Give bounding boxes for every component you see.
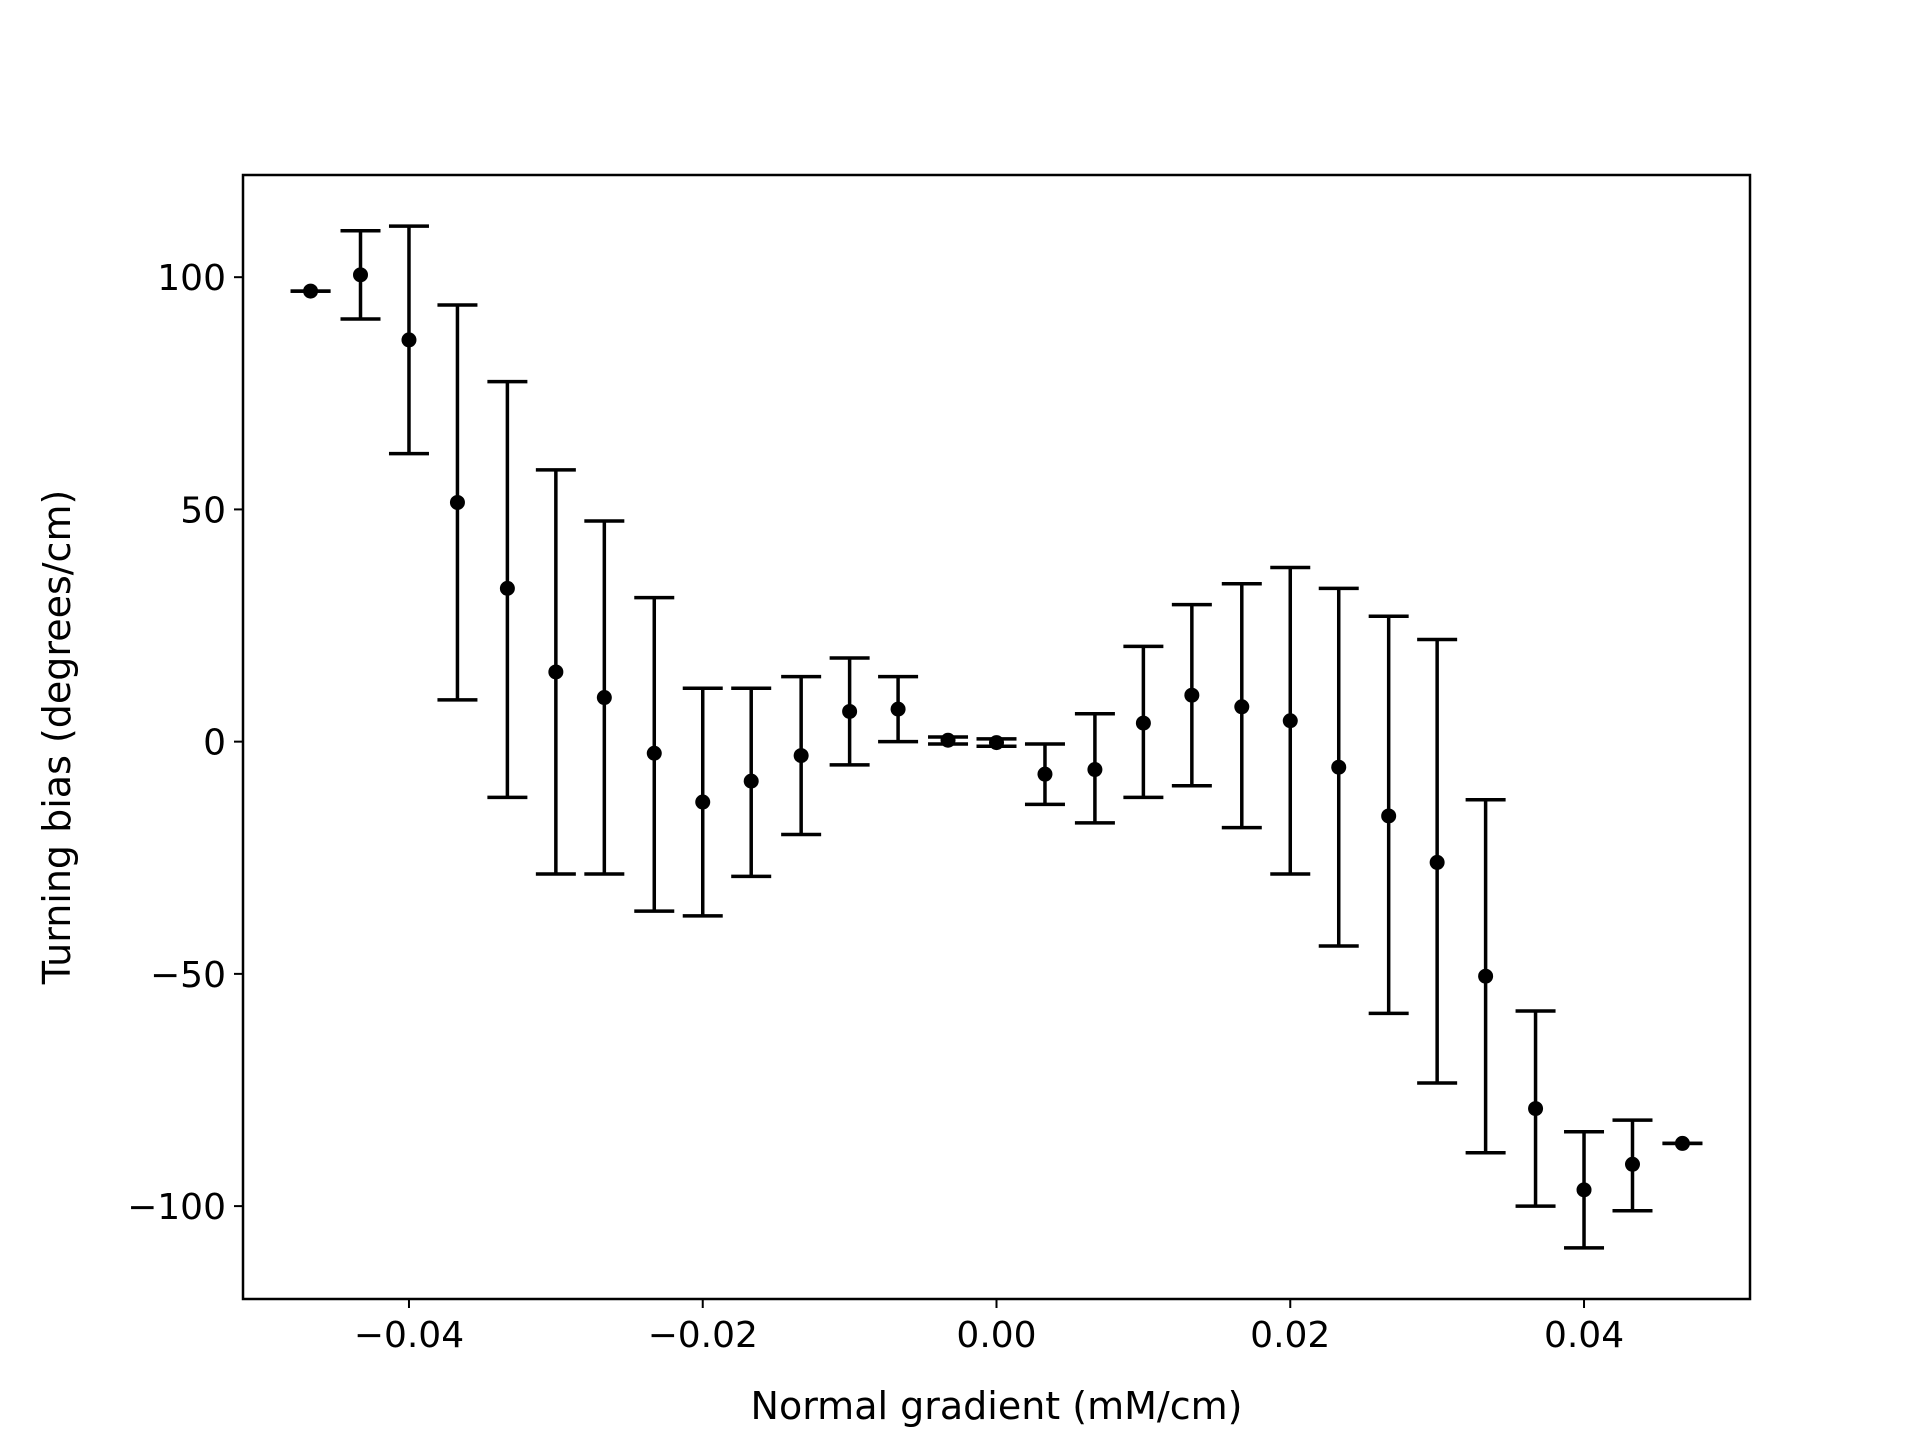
y-axis-label: Turning bias (degrees/cm)	[35, 490, 79, 986]
data-point	[695, 794, 711, 810]
x-axis-label: Normal gradient (mM/cm)	[751, 1384, 1243, 1428]
data-point	[1528, 1101, 1544, 1117]
data-point	[596, 690, 612, 706]
data-point	[890, 701, 906, 717]
data-point	[1624, 1156, 1640, 1172]
data-point	[1184, 687, 1200, 703]
plot-area	[290, 224, 1703, 1250]
x-tick-label: −0.04	[354, 1315, 464, 1356]
data-point	[1331, 759, 1347, 775]
data-point	[449, 494, 465, 510]
data-point	[401, 332, 417, 348]
x-axis: −0.04 −0.02 0.00 0.02 0.04	[354, 1299, 1624, 1356]
data-point	[842, 703, 858, 719]
y-tick-label: −50	[150, 955, 226, 996]
x-tick-label: 0.04	[1544, 1315, 1624, 1356]
y-tick-label: −100	[127, 1187, 226, 1228]
data-point	[1037, 766, 1053, 782]
data-point	[1234, 699, 1250, 715]
y-tick-label: 0	[203, 723, 226, 764]
data-point	[548, 664, 564, 680]
data-point	[743, 773, 759, 789]
x-tick-label: −0.02	[648, 1315, 758, 1356]
x-tick-label: 0.00	[956, 1315, 1036, 1356]
data-point	[303, 283, 319, 299]
data-point	[1576, 1182, 1592, 1198]
plot-frame	[241, 173, 1752, 1301]
data-point	[1429, 854, 1445, 870]
data-point	[1135, 715, 1151, 731]
data-point	[1478, 968, 1494, 984]
x-tick-label: 0.02	[1250, 1315, 1330, 1356]
data-point	[989, 735, 1004, 751]
data-point	[1674, 1135, 1690, 1151]
data-point	[646, 745, 662, 761]
data-point	[940, 732, 956, 748]
y-axis: 100 50 0 −50 −100	[127, 258, 243, 1228]
data-point	[499, 580, 515, 596]
data-point	[1087, 762, 1103, 778]
data-point	[793, 748, 809, 764]
data-point	[353, 267, 369, 283]
data-point	[1282, 713, 1298, 729]
y-tick-label: 50	[180, 490, 226, 531]
y-tick-label: 100	[157, 258, 226, 299]
data-point	[1381, 808, 1397, 824]
